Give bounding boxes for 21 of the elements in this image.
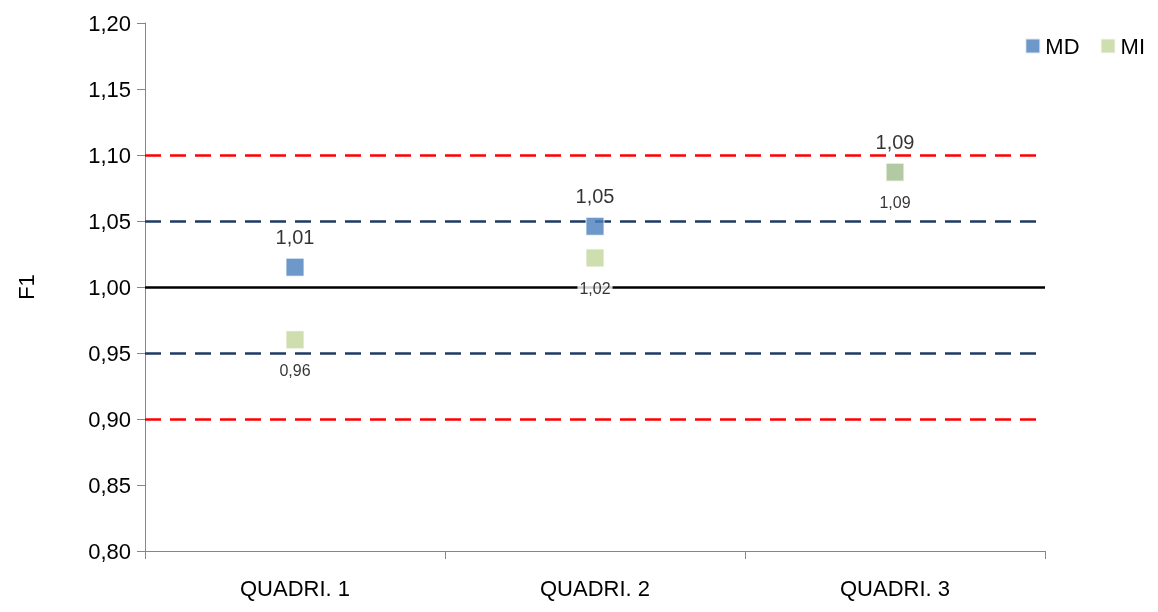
data-label: 1,09 [879,194,911,212]
x-tick-label: QUADRI. 1 [239,575,351,601]
data-label: 1,05 [575,184,615,207]
y-tick-label: 0,95 [88,340,131,366]
x-tick-label: QUADRI. 3 [839,575,951,601]
y-tick-label: 1,15 [88,76,131,102]
legend-label: MI [1120,33,1146,59]
y-tick-label: 0,90 [88,406,131,432]
y-tick-label: 1,00 [88,274,131,300]
data-label: 1,09 [875,130,915,153]
y-tick-label: 0,80 [88,538,131,564]
y-tick-label: 0,85 [88,472,131,498]
y-tick-label: 1,20 [88,10,131,36]
y-tick-label: 1,05 [88,208,131,234]
legend-label: MD [1045,33,1080,59]
y-tick-label: 1,10 [88,142,131,168]
data-label: 0,96 [279,361,311,379]
y-axis-title: F1 [13,274,39,300]
data-label: 1,01 [275,225,315,248]
x-tick-label: QUADRI. 2 [539,575,651,601]
data-label: 1,02 [579,279,611,297]
